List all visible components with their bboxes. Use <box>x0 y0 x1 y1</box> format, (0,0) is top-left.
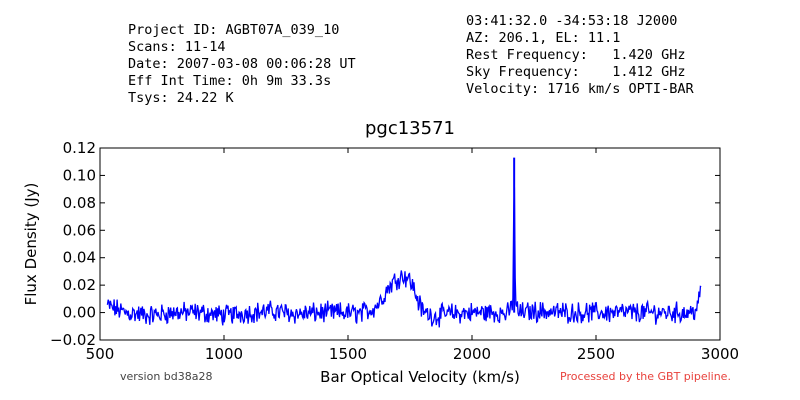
x-axis-label: Bar Optical Velocity (km/s) <box>320 368 520 386</box>
info-left-line: Project ID: AGBT07A_039_10 <box>128 22 340 38</box>
y-tick-label: 0.10 <box>63 166 96 184</box>
x-tick-label: 500 <box>86 345 115 363</box>
x-tick-label: 3000 <box>701 345 739 363</box>
y-tick-label: 0.12 <box>63 139 96 157</box>
version-label: version bd38a28 <box>120 370 213 383</box>
info-right-line: Rest Frequency: 1.420 GHz <box>466 47 686 63</box>
info-left-line: Eff Int Time: 0h 9m 33.3s <box>128 73 332 89</box>
chart-title: pgc13571 <box>365 118 455 139</box>
y-tick-label: 0.00 <box>63 304 96 322</box>
observation-info-left: Project ID: AGBT07A_039_10 Scans: 11-14 Da… <box>128 22 356 107</box>
y-tick-label: 0.02 <box>63 276 96 294</box>
info-right-line: AZ: 206.1, EL: 11.1 <box>466 30 621 46</box>
info-left-line: Tsys: 24.22 K <box>128 90 234 106</box>
plot-frame <box>99 147 721 341</box>
info-left-line: Date: 2007-03-08 00:06:28 UT <box>128 56 356 72</box>
y-tick-label: 0.08 <box>63 194 96 212</box>
y-tick-label: 0.06 <box>63 221 96 239</box>
info-left-line: Scans: 11-14 <box>128 39 226 55</box>
spectrum-line <box>106 187 702 328</box>
y-tick-label: 0.04 <box>63 249 96 267</box>
x-tick-label: 2000 <box>453 345 491 363</box>
x-tick-label: 1500 <box>329 345 367 363</box>
pipeline-credit: Processed by the GBT pipeline. <box>560 370 731 383</box>
x-tick-label: 1000 <box>205 345 243 363</box>
x-tick-label: 2500 <box>577 345 615 363</box>
observation-info-right: 03:41:32.0 -34:53:18 J2000 AZ: 206.1, EL:… <box>466 13 694 98</box>
y-axis-label: Flux Density (Jy) <box>22 183 40 306</box>
y-tick-label: −0.02 <box>50 331 96 349</box>
info-right-line: Velocity: 1716 km/s OPTI-BAR <box>466 81 694 97</box>
info-right-line: 03:41:32.0 -34:53:18 J2000 <box>466 13 678 29</box>
info-right-line: Sky Frequency: 1.412 GHz <box>466 64 686 80</box>
